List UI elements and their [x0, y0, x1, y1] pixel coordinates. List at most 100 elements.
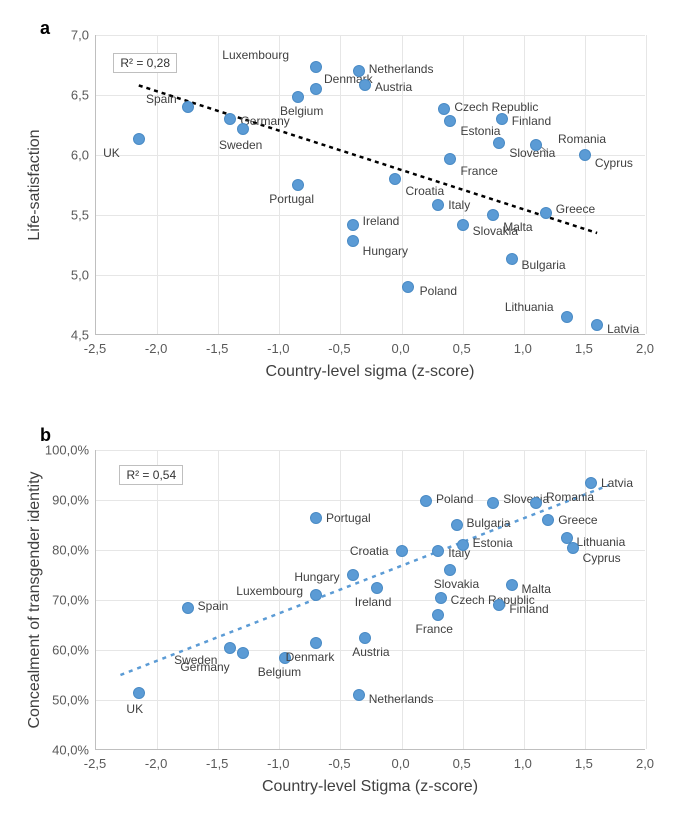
data-point	[347, 235, 359, 247]
data-point	[561, 311, 573, 323]
data-point-label: Denmark	[286, 650, 335, 664]
data-point	[530, 139, 542, 151]
data-point-label: Bulgaria	[522, 258, 566, 272]
data-point-label: Cyprus	[595, 156, 633, 170]
data-point	[530, 497, 542, 509]
plot-area-a: UKSpainGermanySwedenBelgiumDenmarkLuxemb…	[95, 35, 645, 335]
x-tick-label: -0,5	[328, 756, 350, 771]
y-tick-label: 5,0	[71, 268, 89, 283]
data-point-label: Germany	[180, 660, 229, 674]
data-point-label: Malta	[503, 220, 532, 234]
data-point-label: Belgium	[280, 104, 323, 118]
gridline	[279, 35, 280, 334]
data-point	[444, 115, 456, 127]
gridline	[157, 35, 158, 334]
data-point	[359, 79, 371, 91]
x-tick-label: -1,5	[206, 756, 228, 771]
data-point-label: Greece	[558, 513, 597, 527]
data-point	[353, 689, 365, 701]
data-point	[182, 101, 194, 113]
data-point-label: Portugal	[326, 511, 371, 525]
data-point	[457, 219, 469, 231]
data-point	[432, 545, 444, 557]
data-point	[182, 602, 194, 614]
y-tick-label: 7,0	[71, 28, 89, 43]
data-point-label: Sweden	[219, 138, 262, 152]
data-point-label: Belgium	[258, 665, 301, 679]
y-tick-label: 80,0%	[52, 543, 89, 558]
gridline	[157, 450, 158, 749]
data-point	[224, 642, 236, 654]
data-point-label: Luxembourg	[236, 584, 303, 598]
data-point-label: Czech Republic	[454, 100, 538, 114]
data-point-label: Croatia	[350, 544, 389, 558]
data-point	[540, 207, 552, 219]
data-point-label: Estonia	[460, 124, 500, 138]
data-point	[347, 569, 359, 581]
plot-area-b: UKSpainSwedenGermanyBelgiumDenmarkLuxemb…	[95, 450, 645, 750]
data-point	[310, 83, 322, 95]
x-tick-label: -2,0	[145, 341, 167, 356]
data-point	[487, 497, 499, 509]
gridline	[96, 95, 645, 96]
data-point-label: Malta	[522, 582, 551, 596]
x-tick-label: -2,0	[145, 756, 167, 771]
r-squared-label: R² = 0,28	[113, 53, 177, 73]
data-point-label: Latvia	[601, 476, 633, 490]
x-tick-label: 1,0	[514, 341, 532, 356]
x-tick-label: 0,5	[453, 756, 471, 771]
gridline	[340, 450, 341, 749]
x-axis-title: Country-level Stigma (z-score)	[262, 778, 478, 796]
gridline	[524, 35, 525, 334]
data-point	[292, 91, 304, 103]
r-squared-label: R² = 0,54	[119, 465, 183, 485]
data-point-label: Luxembourg	[222, 48, 289, 62]
x-tick-label: 0,0	[392, 756, 410, 771]
data-point	[359, 632, 371, 644]
data-point-label: Cyprus	[583, 551, 621, 565]
data-point	[496, 113, 508, 125]
y-tick-label: 5,5	[71, 208, 89, 223]
data-point	[506, 253, 518, 265]
data-point	[585, 477, 597, 489]
data-point	[292, 179, 304, 191]
x-axis-title: Country-level sigma (z-score)	[266, 363, 475, 381]
data-point	[133, 687, 145, 699]
data-point-label: Ireland	[363, 214, 400, 228]
x-tick-label: 0,0	[392, 341, 410, 356]
data-point	[438, 103, 450, 115]
data-point	[542, 514, 554, 526]
y-tick-label: 6,0	[71, 148, 89, 163]
x-tick-label: 0,5	[453, 341, 471, 356]
data-point-label: Hungary	[363, 244, 408, 258]
data-point	[310, 637, 322, 649]
y-tick-label: 6,5	[71, 88, 89, 103]
data-point-label: Austria	[352, 645, 389, 659]
data-point-label: Estonia	[473, 536, 513, 550]
data-point	[310, 61, 322, 73]
data-point	[420, 495, 432, 507]
data-point	[493, 599, 505, 611]
data-point	[133, 133, 145, 145]
data-point-label: Lithuania	[577, 535, 626, 549]
data-point-label: Latvia	[607, 322, 639, 336]
gridline	[279, 450, 280, 749]
data-point	[310, 589, 322, 601]
data-point	[224, 113, 236, 125]
data-point	[310, 512, 322, 524]
y-tick-label: 60,0%	[52, 643, 89, 658]
x-tick-label: 1,0	[514, 756, 532, 771]
data-point	[487, 209, 499, 221]
data-point-label: Spain	[146, 92, 177, 106]
y-axis-title: Life-satisfaction	[26, 129, 44, 240]
data-point-label: Greece	[556, 202, 595, 216]
data-point	[506, 579, 518, 591]
data-point	[591, 319, 603, 331]
data-point	[432, 609, 444, 621]
gridline	[585, 35, 586, 334]
data-point-label: Austria	[375, 80, 412, 94]
x-tick-label: -0,5	[328, 341, 350, 356]
y-tick-label: 90,0%	[52, 493, 89, 508]
x-tick-label: -1,0	[267, 756, 289, 771]
panel-label-b: b	[40, 425, 51, 446]
